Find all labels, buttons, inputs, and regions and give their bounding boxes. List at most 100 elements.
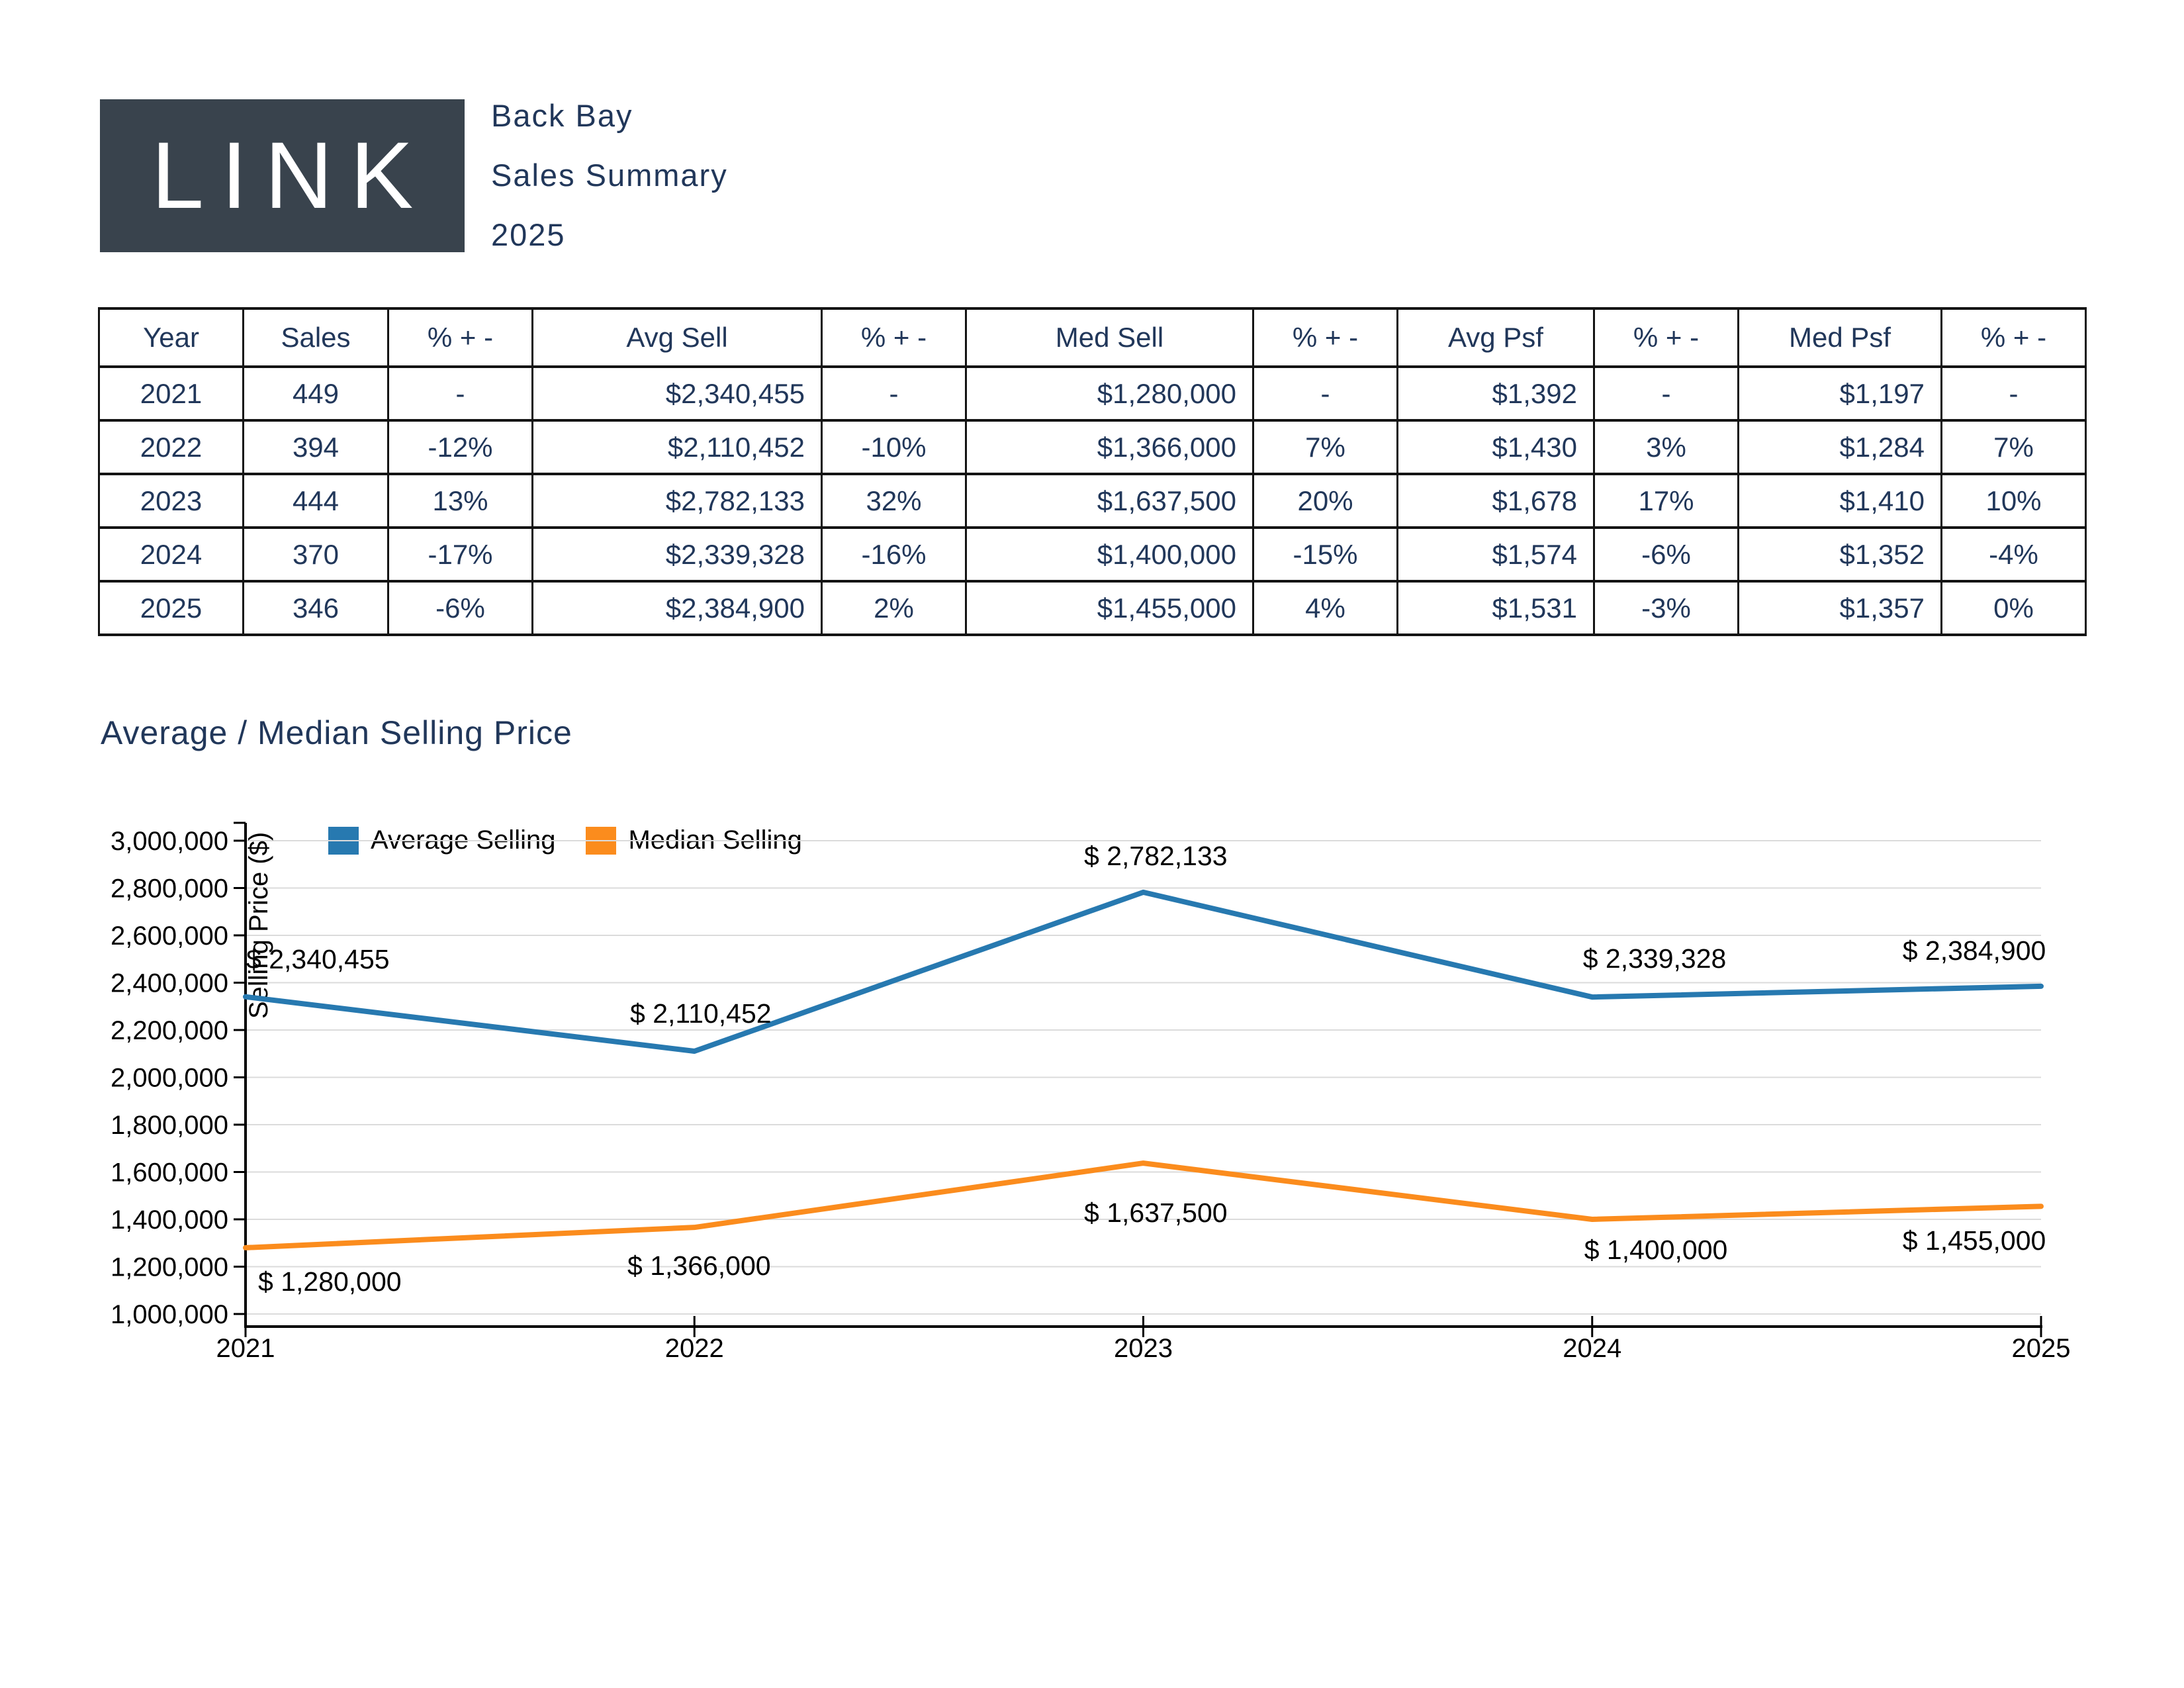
table-cell: 32% — [821, 473, 967, 529]
table-header-cell: Year — [98, 307, 244, 368]
table-cell: 394 — [242, 419, 389, 475]
table-cell: 7% — [1252, 419, 1398, 475]
table-cell: $2,110,452 — [531, 419, 823, 475]
table-cell: $2,384,900 — [531, 580, 823, 636]
table-cell: $1,392 — [1396, 365, 1595, 422]
table-cell: -3% — [1593, 580, 1739, 636]
table-cell: -16% — [821, 526, 967, 583]
table-header-cell: Med Sell — [965, 307, 1254, 368]
table-cell: -6% — [387, 580, 533, 636]
table-cell: $2,340,455 — [531, 365, 823, 422]
table-row: 2024 370 -17% $2,339,328 -16% $1,400,000 -15% $… — [98, 526, 2087, 583]
report-header: Back Bay Sales Summary 2025 — [491, 86, 728, 265]
y-tick-label: 2,600,000 — [111, 921, 228, 951]
table-cell: $2,339,328 — [531, 526, 823, 583]
y-tick-label: 1,600,000 — [111, 1158, 228, 1188]
data-label: $ 2,384,900 — [1903, 935, 2046, 966]
table-header-cell: Avg Psf — [1396, 307, 1595, 368]
brand-logo: LINK — [100, 99, 465, 252]
table-cell: 444 — [242, 473, 389, 529]
report-region: Back Bay — [491, 98, 633, 133]
table-cell: 17% — [1593, 473, 1739, 529]
y-tick-label: 1,800,000 — [111, 1111, 228, 1140]
table-header-cell: % + - — [821, 307, 967, 368]
table-cell: $1,574 — [1396, 526, 1595, 583]
x-tick-label: 2023 — [1114, 1334, 1173, 1363]
sales-summary-table: Year Sales% + - Avg Sell% + - Med Sell% + -… — [98, 307, 2087, 636]
data-label: $ 2,340,455 — [246, 944, 390, 974]
table-cell: $1,197 — [1737, 365, 1942, 422]
table-cell: -12% — [387, 419, 533, 475]
table-header-cell: Med Psf — [1737, 307, 1942, 368]
table-cell: $1,678 — [1396, 473, 1595, 529]
table-cell: 3% — [1593, 419, 1739, 475]
table-cell: 449 — [242, 365, 389, 422]
data-label: $ 2,782,133 — [1084, 841, 1228, 871]
data-label: $ 1,400,000 — [1584, 1235, 1728, 1265]
report-type: Sales Summary — [491, 158, 728, 193]
x-tick-label: 2021 — [216, 1334, 275, 1363]
y-axis-label: Selling Price ($) — [244, 832, 273, 1019]
y-tick-label: 2,000,000 — [111, 1064, 228, 1093]
table-header-cell: % + - — [387, 307, 533, 368]
table-cell: 2021 — [98, 365, 244, 422]
table-cell: $1,366,000 — [965, 419, 1254, 475]
table-cell: 7% — [1940, 419, 2087, 475]
chart-title: Average / Median Selling Price — [101, 714, 572, 751]
table-cell: 2022 — [98, 419, 244, 475]
table-cell: - — [1252, 365, 1398, 422]
table-header-row: Year Sales% + - Avg Sell% + - Med Sell% + -… — [98, 307, 2087, 368]
y-tick-label: 1,000,000 — [111, 1300, 228, 1329]
data-label: $ 2,339,328 — [1583, 943, 1727, 974]
table-cell: $1,410 — [1737, 473, 1942, 529]
table-cell: -17% — [387, 526, 533, 583]
table-cell: -15% — [1252, 526, 1398, 583]
y-tick-label: 1,200,000 — [111, 1253, 228, 1282]
table-row: 2022 394 -12% $2,110,452 -10% $1,366,000 7% $1,… — [98, 419, 2087, 475]
table-cell: $1,430 — [1396, 419, 1595, 475]
table-header-cell: Avg Sell — [531, 307, 823, 368]
table-cell: -10% — [821, 419, 967, 475]
table-header-cell: % + - — [1940, 307, 2087, 368]
table-cell: $1,455,000 — [965, 580, 1254, 636]
table-header-cell: % + - — [1252, 307, 1398, 368]
table-cell: 2023 — [98, 473, 244, 529]
table-cell: $1,400,000 — [965, 526, 1254, 583]
table-cell: 2024 — [98, 526, 244, 583]
table-cell: $1,531 — [1396, 580, 1595, 636]
x-tick-label: 2025 — [2012, 1334, 2071, 1363]
table-cell: $1,352 — [1737, 526, 1942, 583]
table-cell: 2025 — [98, 580, 244, 636]
y-tick-label: 2,800,000 — [111, 874, 228, 904]
average-selling-line — [243, 889, 2044, 1055]
table-header-cell: Sales — [242, 307, 389, 368]
table-cell: $1,357 — [1737, 580, 1942, 636]
table-header-cell: % + - — [1593, 307, 1739, 368]
y-tick-label: 1,400,000 — [111, 1205, 228, 1235]
data-label: $ 1,366,000 — [627, 1250, 771, 1281]
table-cell: $2,782,133 — [531, 473, 823, 529]
table-row: 2023 444 13% $2,782,133 32% $1,637,500 20% $1,6… — [98, 473, 2087, 529]
table-cell: 13% — [387, 473, 533, 529]
table-cell: 370 — [242, 526, 389, 583]
y-tick-label: 2,400,000 — [111, 969, 228, 998]
x-tick-label: 2022 — [665, 1334, 724, 1363]
table-row: 2021 449- $2,340,455- $1,280,000- $1,392- $1,… — [98, 365, 2087, 422]
brand-logo-text: LINK — [151, 123, 431, 228]
y-tick-label: 2,200,000 — [111, 1016, 228, 1045]
table-cell: -6% — [1593, 526, 1739, 583]
table-cell: - — [1940, 365, 2087, 422]
table-cell: 4% — [1252, 580, 1398, 636]
table-cell: 10% — [1940, 473, 2087, 529]
data-label: $ 2,110,452 — [630, 998, 772, 1029]
table-cell: 346 — [242, 580, 389, 636]
table-cell: $1,637,500 — [965, 473, 1254, 529]
table-cell: 20% — [1252, 473, 1398, 529]
table-cell: - — [387, 365, 533, 422]
table-cell: -4% — [1940, 526, 2087, 583]
report-year: 2025 — [491, 217, 566, 252]
table-cell: $1,280,000 — [965, 365, 1254, 422]
table-cell: 2% — [821, 580, 967, 636]
